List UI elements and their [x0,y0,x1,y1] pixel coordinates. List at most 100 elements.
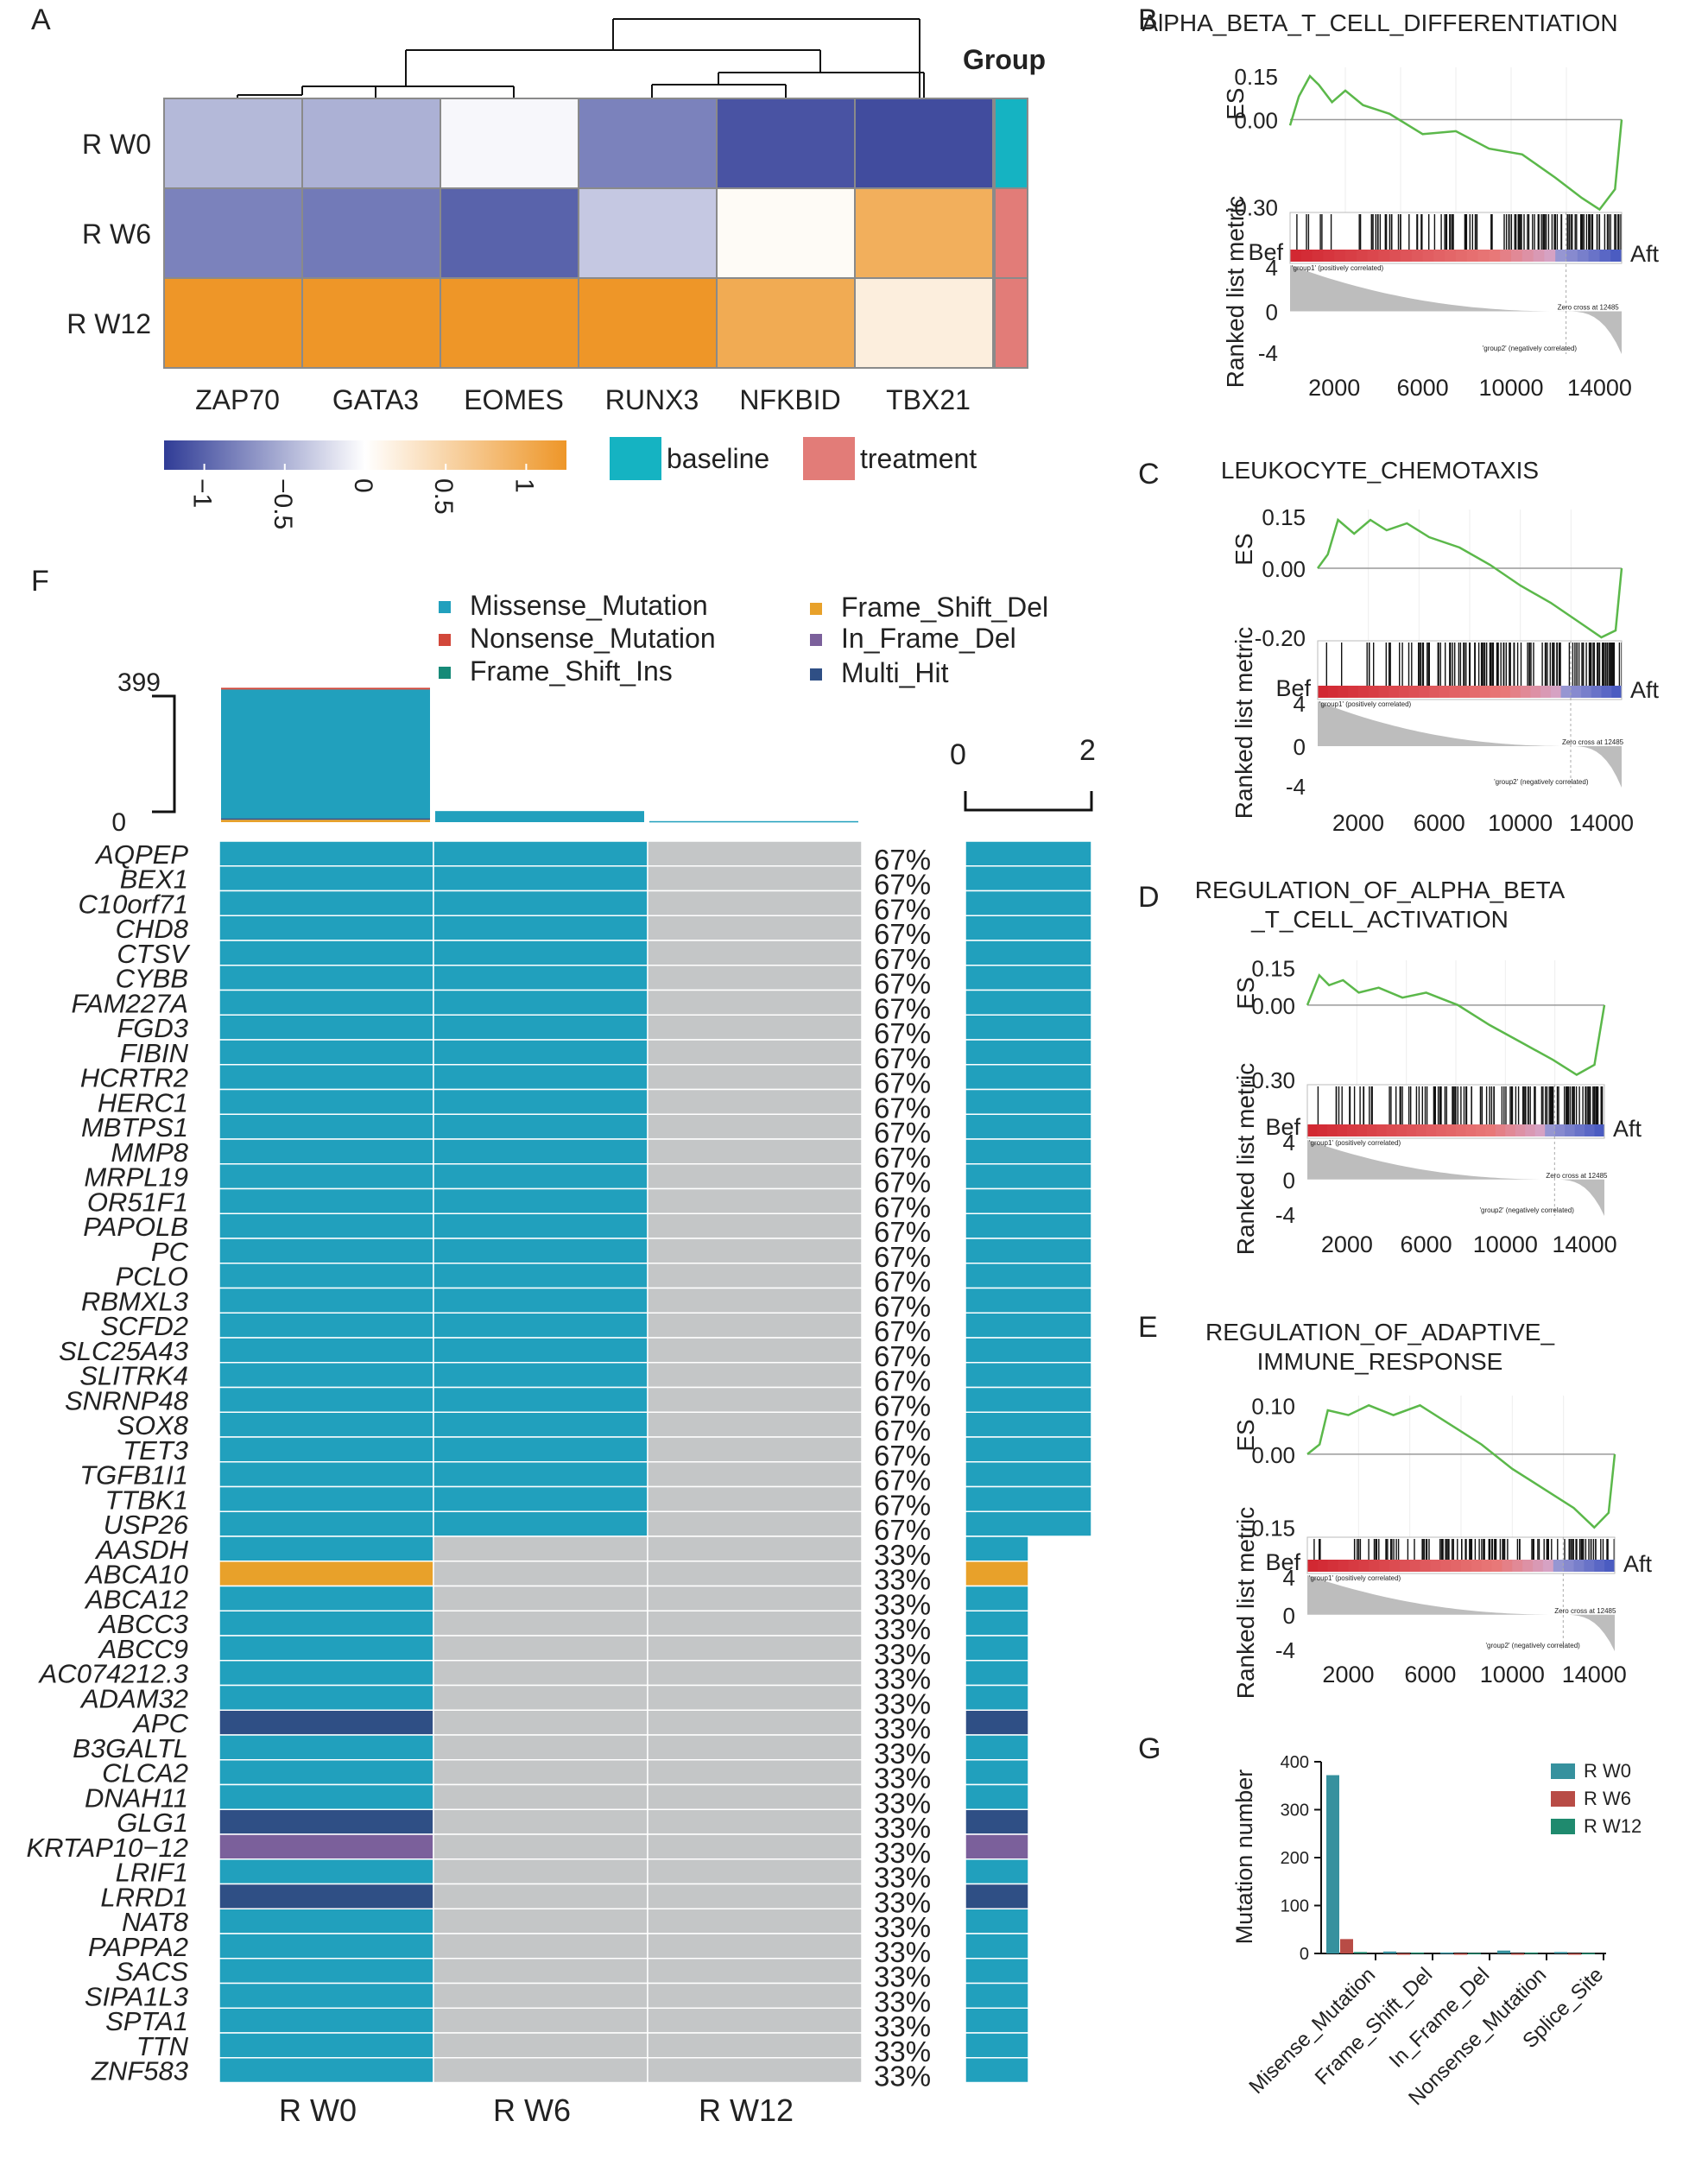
oncoplot-cell [218,1958,434,1985]
gene-label: PC [151,1237,189,1267]
oncoplot-cell [647,1808,863,1835]
heatmap-column-label: NFKBID [739,384,840,415]
gene-frequency-label: 67% [874,1415,931,1447]
gene-label: LRRD1 [100,1882,188,1912]
side-count-bar [965,1461,1092,1488]
gene-label: CTSV [117,939,191,969]
gene-label: PAPPA2 [88,1932,188,1962]
oncoplot-cell [218,1436,434,1463]
oncoplot-cell [433,2032,648,2059]
gene-label: SPTA1 [105,2006,188,2036]
gene-frequency-label: 67% [874,1514,931,1546]
rank-color-segment [1560,686,1572,698]
rank-tick-label: -4 [1258,340,1278,366]
heatmap-cell [163,98,303,189]
bef-label: Bef [1265,1114,1300,1140]
legend-swatch-frame_shift_del [810,603,822,615]
x-tick-label: 10000 [1473,1231,1538,1257]
rank-color-segment [1502,1560,1513,1572]
panel-f-oncoplot: Missense_MutationNonsense_MutationFrame_… [26,590,1095,2128]
gene-label: SLC25A43 [59,1336,188,1366]
heatmap-cell [163,277,303,369]
gene-label: SNRNP48 [65,1385,189,1415]
gene-label: OR51F1 [87,1187,188,1217]
side-axis-min: 0 [950,738,966,771]
gene-frequency-label: 67% [874,1440,931,1472]
oncoplot-cell [433,1858,648,1885]
oncoplot-cell [433,1362,648,1389]
bar-r-w0 [1440,1952,1453,1954]
oncoplot-cell [433,1485,648,1512]
rank-color-segment [1356,250,1369,262]
gene-label: FAM227A [71,988,188,1018]
legend-swatch-frame_shift_ins [439,667,451,679]
rank-color-segment [1307,1560,1319,1572]
oncoplot-cell [433,1783,648,1810]
aft-label: Aft [1630,241,1660,267]
oncoplot-cell [433,1187,648,1214]
rank-color-segment [1317,1124,1328,1136]
rank-axis-label: Ranked list metric [1232,1507,1259,1700]
ranked-metric-area [1307,1140,1604,1216]
oncoplot-cell [433,1461,648,1488]
bar-r-w0 [1383,1951,1396,1953]
side-count-bar [965,2032,1029,2059]
oncoplot-cell [647,1561,863,1587]
es-curve [1306,1403,1616,1529]
rank-color-segment [1470,686,1481,698]
gene-frequency-label: 67% [874,1315,931,1347]
oncoplot-cell [433,1933,648,1960]
legend-swatch-in_frame_del [810,634,822,646]
rank-color-segment [1389,686,1400,698]
gene-frequency-label: 33% [874,1613,931,1645]
rank-color-segment [1500,250,1512,262]
oncoplot-cell [647,1982,863,2009]
side-count-bar [965,1585,1029,1611]
oncoplot-cell [433,865,648,892]
rank-color-segment [1574,1124,1585,1136]
gene-frequency-label: 67% [874,1167,931,1199]
oncoplot-cell [647,915,863,941]
bar-r-w6 [1340,1939,1353,1953]
x-tick-label: 2000 [1332,810,1384,836]
oncoplot-cell [433,940,648,966]
oncoplot-cell [433,1734,648,1761]
gene-frequency-label: 33% [874,1812,931,1844]
oncoplot-cell [647,1461,863,1488]
side-count-bar [965,1238,1092,1264]
rank-color-segment [1426,1124,1437,1136]
gene-frequency-label: 33% [874,1763,931,1795]
side-count-bar [965,1610,1029,1637]
side-axis [964,791,1093,812]
oncoplot-cell [218,1585,434,1611]
group-annotation-cell [994,98,1028,189]
legend-baseline-label: baseline [667,443,769,474]
oncoplot-cell [647,1908,863,1934]
es-tick-label: 0.15 [1262,504,1306,530]
group2-note: 'group2' (negatively correlated) [1485,1642,1580,1649]
gene-frequency-label: 67% [874,1241,931,1273]
es-tick-label: 0.00 [1251,1442,1295,1468]
bar-r-w12 [1468,1953,1481,1954]
group-annotation-cell [994,277,1028,369]
side-count-bar [965,1163,1092,1190]
legend-label-multi_hit: Multi_Hit [841,657,949,688]
oncoplot-cell [218,1312,434,1339]
rank-color-segment [1577,250,1590,262]
gene-label: APC [131,1708,188,1738]
legend-label-in_frame_del: In_Frame_Del [841,623,1016,654]
panel-label-c: C [1138,458,1160,491]
gene-frequency-label: 33% [874,1588,931,1620]
panel-label-f: F [31,565,49,598]
legend-swatch-missense [439,601,451,613]
rank-color-segment [1312,250,1324,262]
rank-color-segment [1422,250,1434,262]
es-tick-label: 0.10 [1251,1393,1295,1419]
x-tick-label: 6000 [1414,810,1465,836]
rank-color-segment [1408,686,1420,698]
rank-color-segment [1366,1124,1377,1136]
rank-color-segment [1521,250,1534,262]
side-count-bar [965,1833,1029,1860]
oncoplot-cell [218,1535,434,1562]
gene-label: ABCA12 [84,1584,188,1614]
